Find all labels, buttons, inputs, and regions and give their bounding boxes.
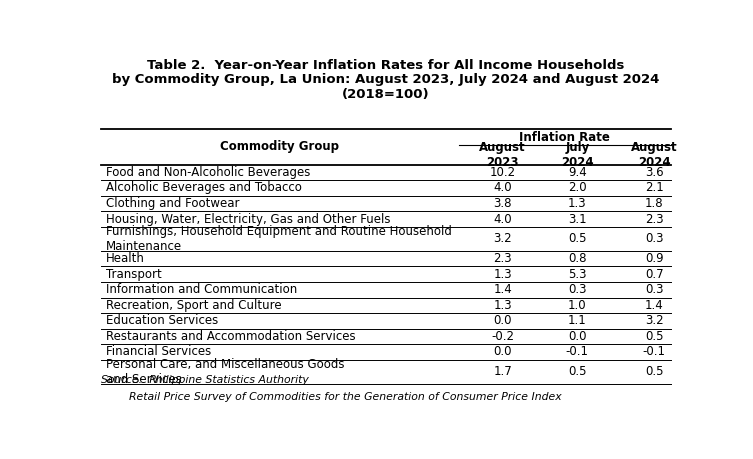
Text: 1.7: 1.7 [493, 365, 512, 378]
Text: 10.2: 10.2 [489, 166, 516, 179]
Text: Health: Health [105, 252, 145, 265]
Text: Restaurants and Accommodation Services: Restaurants and Accommodation Services [105, 330, 355, 343]
Text: August
2023: August 2023 [480, 140, 526, 169]
Text: Financial Services: Financial Services [105, 346, 211, 358]
Text: -0.2: -0.2 [491, 330, 514, 343]
Text: Table 2.  Year-on-Year Inflation Rates for All Income Households: Table 2. Year-on-Year Inflation Rates fo… [148, 59, 624, 72]
Text: 1.3: 1.3 [493, 299, 512, 312]
Text: Housing, Water, Electricity, Gas and Other Fuels: Housing, Water, Electricity, Gas and Oth… [105, 213, 390, 225]
Text: Alcoholic Beverages and Tobacco: Alcoholic Beverages and Tobacco [105, 181, 302, 195]
Text: 1.4: 1.4 [493, 283, 512, 296]
Text: 1.1: 1.1 [568, 314, 587, 327]
Text: Clothing and Footwear: Clothing and Footwear [105, 197, 239, 210]
Text: 0.7: 0.7 [645, 268, 663, 281]
Text: 3.2: 3.2 [493, 232, 512, 246]
Text: Source:  Philippine Statistics Authority: Source: Philippine Statistics Authority [101, 375, 309, 385]
Text: 3.2: 3.2 [645, 314, 663, 327]
Text: 9.4: 9.4 [568, 166, 587, 179]
Text: 0.9: 0.9 [645, 252, 663, 265]
Text: 0.3: 0.3 [645, 283, 663, 296]
Text: 0.5: 0.5 [568, 365, 587, 378]
Text: 5.3: 5.3 [568, 268, 587, 281]
Text: 4.0: 4.0 [493, 181, 512, 195]
Text: Transport: Transport [105, 268, 162, 281]
Text: 2.1: 2.1 [645, 181, 663, 195]
Text: Recreation, Sport and Culture: Recreation, Sport and Culture [105, 299, 282, 312]
Text: August
2024: August 2024 [631, 140, 678, 169]
Text: 1.3: 1.3 [493, 268, 512, 281]
Text: 0.0: 0.0 [493, 346, 512, 358]
Text: 4.0: 4.0 [493, 213, 512, 225]
Text: 0.3: 0.3 [568, 283, 587, 296]
Text: 2.3: 2.3 [645, 213, 663, 225]
Text: Retail Price Survey of Commodities for the Generation of Consumer Price Index: Retail Price Survey of Commodities for t… [101, 392, 562, 402]
Text: 1.4: 1.4 [645, 299, 663, 312]
Text: 0.0: 0.0 [568, 330, 587, 343]
Text: 0.0: 0.0 [493, 314, 512, 327]
Text: 0.5: 0.5 [568, 232, 587, 246]
Text: Furnishings, Household Equipment and Routine Household
Maintenance: Furnishings, Household Equipment and Rou… [105, 224, 452, 253]
Text: 0.3: 0.3 [645, 232, 663, 246]
Text: 2.3: 2.3 [493, 252, 512, 265]
Text: 0.5: 0.5 [645, 365, 663, 378]
Text: Personal Care, and Miscellaneous Goods
and Services: Personal Care, and Miscellaneous Goods a… [105, 358, 344, 386]
Text: -0.1: -0.1 [643, 346, 666, 358]
Text: Commodity Group: Commodity Group [221, 140, 340, 153]
Text: Education Services: Education Services [105, 314, 218, 327]
Text: July
2024: July 2024 [561, 140, 593, 169]
Text: 1.3: 1.3 [568, 197, 587, 210]
Text: Inflation Rate: Inflation Rate [520, 131, 610, 144]
Text: Food and Non-Alcoholic Beverages: Food and Non-Alcoholic Beverages [105, 166, 310, 179]
Text: -0.1: -0.1 [566, 346, 589, 358]
Text: 3.8: 3.8 [493, 197, 512, 210]
Text: 2.0: 2.0 [568, 181, 587, 195]
Text: 3.6: 3.6 [645, 166, 663, 179]
Text: 0.5: 0.5 [645, 330, 663, 343]
Text: 3.1: 3.1 [568, 213, 587, 225]
Text: 0.8: 0.8 [568, 252, 587, 265]
Text: (2018=100): (2018=100) [342, 88, 430, 101]
Text: by Commodity Group, La Union: August 2023, July 2024 and August 2024: by Commodity Group, La Union: August 202… [112, 73, 660, 86]
Text: 1.8: 1.8 [645, 197, 663, 210]
Text: Information and Communication: Information and Communication [105, 283, 297, 296]
Text: 1.0: 1.0 [568, 299, 587, 312]
